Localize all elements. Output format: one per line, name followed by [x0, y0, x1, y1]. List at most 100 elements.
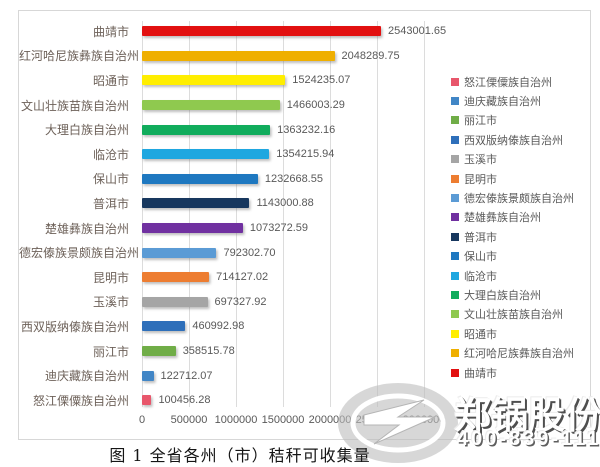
- value-label: 2048289.75: [341, 49, 400, 62]
- gridline: [283, 21, 284, 407]
- x-axis: 0 500000 1000000 1500000 2000000 2500000 30000…: [19, 414, 590, 430]
- legend-item: 玉溪市: [451, 150, 574, 169]
- legend-swatch: [451, 97, 459, 106]
- bar: [142, 346, 176, 357]
- bar: [142, 296, 208, 307]
- legend-label: 普洱市: [464, 231, 497, 244]
- value-label: 714127.02: [216, 271, 269, 284]
- bar-row: 怒江傈僳族自治州 100456.28: [19, 388, 590, 413]
- legend-item: 文山壮族苗族自治州: [451, 305, 574, 324]
- bar: [142, 272, 210, 283]
- category-label: 昭通市: [92, 73, 129, 88]
- legend-item: 丽江市: [451, 111, 574, 130]
- chart-legend: 怒江傈僳族自治州 迪庆藏族自治州 丽江市西双版纳傣族自治州 玉溪市昆明市德宏傣族景颇族…: [451, 72, 574, 382]
- value-label: 358515.78: [182, 345, 235, 358]
- value-label: 122712.07: [160, 369, 213, 382]
- gridline: [236, 21, 237, 407]
- legend-item: 临沧市: [451, 266, 574, 285]
- legend-swatch: [451, 194, 459, 203]
- legend-item: 德宏傣族景颇族自治州: [451, 188, 574, 207]
- legend-label: 丽江市: [464, 115, 497, 128]
- category-label: 普洱市: [92, 196, 129, 211]
- legend-swatch: [451, 135, 459, 144]
- figure-caption: 图 1 全省各州（市）秸秆可收集量: [109, 446, 371, 465]
- bar: [142, 75, 286, 86]
- category-label: 德宏傣族景颇族自治州: [19, 246, 140, 261]
- x-tick-label: 3000000: [402, 414, 446, 426]
- value-label: 1524235.07: [292, 74, 351, 87]
- value-label: 2543001.65: [388, 25, 447, 38]
- bar-row: 玉溪市 697327.92: [19, 290, 590, 315]
- gridline: [189, 21, 190, 407]
- bar-row: 红河哈尼族彝族自治州 2048289.75: [19, 44, 590, 69]
- legend-label: 红河哈尼族彝族自治州: [464, 348, 574, 361]
- legend-label: 迪庆藏族自治州: [464, 96, 541, 109]
- value-label: 1363232.16: [277, 123, 336, 136]
- bar: [142, 321, 186, 332]
- x-tick-label: 1500000: [261, 414, 305, 426]
- value-label: 697327.92: [214, 295, 267, 308]
- value-label: 1354215.94: [276, 148, 335, 161]
- x-tick-label: 2000000: [308, 414, 352, 426]
- legend-swatch: [451, 271, 459, 280]
- legend-swatch: [451, 174, 459, 183]
- legend-label: 玉溪市: [464, 154, 497, 167]
- legend-item: 曲靖市: [451, 363, 574, 382]
- value-label: 1143000.88: [256, 197, 314, 210]
- legend-label: 西双版纳傣族自治州: [464, 134, 563, 147]
- legend-item: 昆明市: [451, 169, 574, 188]
- category-label: 昆明市: [92, 270, 129, 285]
- category-label: 临沧市: [92, 147, 129, 162]
- legend-swatch: [451, 349, 459, 358]
- bar-row: 保山市 1232668.55: [19, 167, 590, 192]
- gridline: [424, 21, 425, 407]
- legend-label: 昭通市: [464, 328, 497, 341]
- legend-swatch: [451, 213, 459, 222]
- value-label: 1232668.55: [264, 172, 323, 185]
- legend-swatch: [451, 329, 459, 338]
- bar-row: 普洱市 1143000.88: [19, 191, 590, 216]
- bar-rows: 曲靖市 2543001.65 红河哈尼族彝族自治州 2048289.75 昭通市 1524…: [19, 19, 590, 413]
- category-label: 保山市: [92, 172, 129, 187]
- legend-swatch: [451, 368, 459, 377]
- legend-swatch: [451, 252, 459, 261]
- legend-item: 楚雄彝族自治州: [451, 208, 574, 227]
- bar: [142, 100, 280, 111]
- bar-row: 德宏傣族景颇族自治州 792302.70: [19, 240, 590, 265]
- legend-label: 文山壮族苗族自治州: [464, 309, 563, 322]
- category-label: 红河哈尼族彝族自治州: [19, 49, 140, 64]
- bar-row: 文山壮族苗族自治州 1466003.29: [19, 93, 590, 118]
- x-tick-label: 2500000: [355, 414, 399, 426]
- bar: [142, 370, 154, 381]
- bar: [142, 395, 152, 406]
- gridline: [142, 21, 143, 407]
- legend-label: 保山市: [464, 251, 497, 264]
- category-label: 西双版纳傣族自治州: [20, 319, 129, 334]
- bar: [142, 173, 258, 184]
- legend-label: 大理白族自治州: [464, 289, 541, 302]
- legend-swatch: [451, 77, 459, 86]
- legend-label: 曲靖市: [464, 367, 497, 380]
- legend-item: 保山市: [451, 247, 574, 266]
- legend-label: 昆明市: [464, 173, 497, 186]
- legend-swatch: [451, 155, 459, 164]
- bar: [142, 124, 271, 135]
- bar-row: 昆明市 714127.02: [19, 265, 590, 290]
- legend-label: 怒江傈僳族自治州: [464, 76, 552, 89]
- bar-chart: 曲靖市 2543001.65 红河哈尼族彝族自治州 2048289.75 昭通市 1524…: [18, 10, 591, 440]
- bar: [142, 26, 382, 37]
- x-tick-label: 0: [138, 414, 146, 426]
- category-label: 文山壮族苗族自治州: [20, 98, 129, 113]
- legend-swatch: [451, 116, 459, 125]
- category-label: 楚雄彝族自治州: [44, 221, 129, 236]
- x-tick-label: 1000000: [214, 414, 258, 426]
- bar: [142, 149, 270, 160]
- value-label: 792302.70: [223, 246, 276, 259]
- category-label: 玉溪市: [92, 295, 129, 310]
- legend-label: 临沧市: [464, 270, 497, 283]
- legend-item: 西双版纳傣族自治州: [451, 130, 574, 149]
- bar-row: 大理白族自治州 1363232.16: [19, 117, 590, 142]
- bar-row: 迪庆藏族自治州 122712.07: [19, 363, 590, 388]
- legend-label: 德宏傣族景颇族自治州: [464, 193, 574, 206]
